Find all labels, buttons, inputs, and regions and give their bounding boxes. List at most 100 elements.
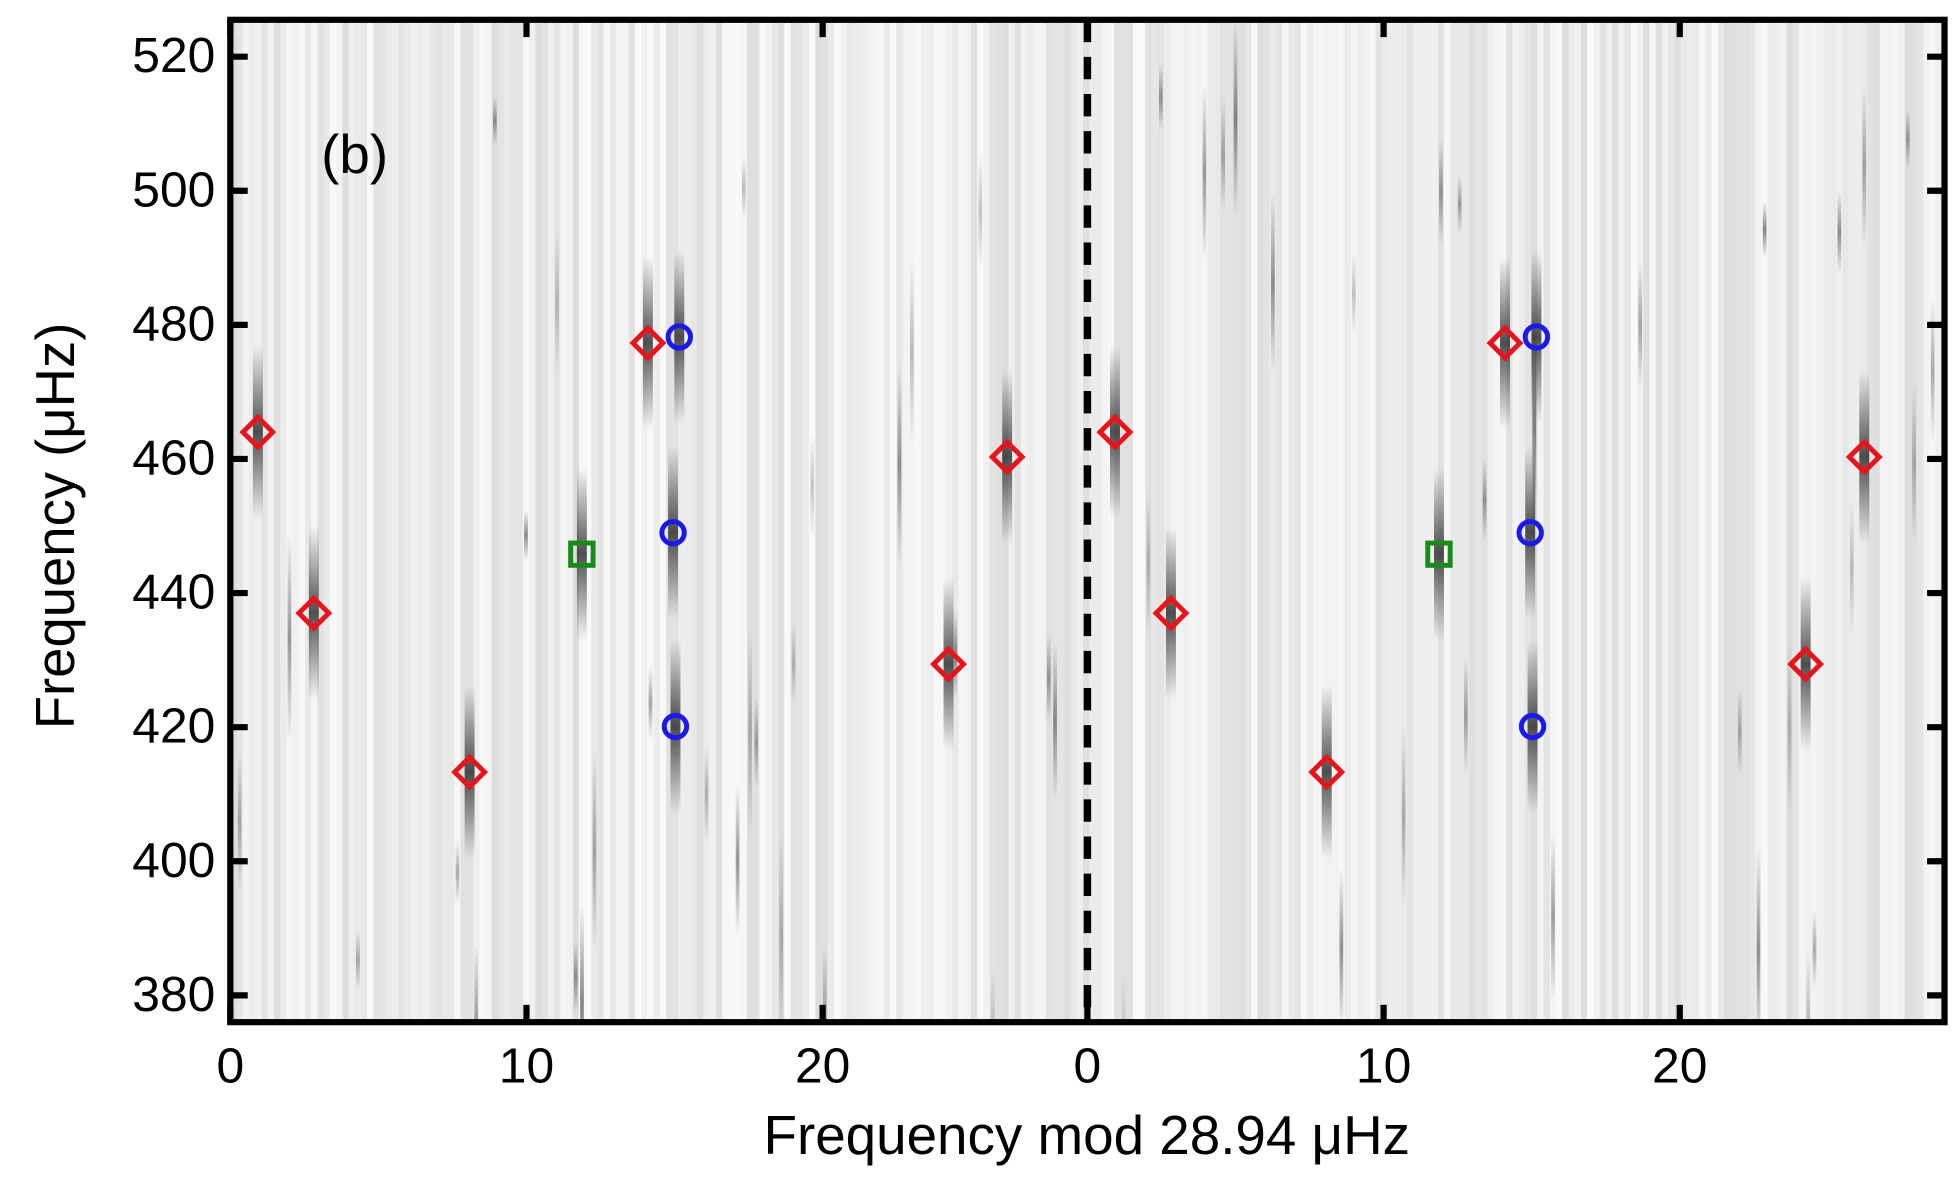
texture-stripe bbox=[1188, 19, 1196, 1023]
texture-streak bbox=[1351, 252, 1356, 336]
texture-stripe bbox=[1904, 19, 1911, 1023]
texture-stripe bbox=[1095, 19, 1102, 1023]
texture-streak bbox=[1812, 911, 1817, 989]
texture-stripe bbox=[1736, 19, 1743, 1023]
texture-stripe bbox=[1655, 19, 1662, 1023]
texture-stripe bbox=[585, 19, 592, 1023]
texture-stripe bbox=[958, 19, 965, 1023]
texture-stripe bbox=[1686, 19, 1694, 1023]
texture-streak bbox=[1109, 345, 1120, 519]
texture-stripe bbox=[1574, 19, 1582, 1023]
texture-stripe bbox=[311, 19, 318, 1023]
diamond-marker bbox=[239, 413, 277, 451]
texture-streak bbox=[1401, 724, 1406, 908]
texture-stripe bbox=[236, 19, 243, 1023]
texture-streak bbox=[1859, 370, 1870, 544]
texture-streak bbox=[237, 750, 242, 893]
texture-stripe bbox=[473, 19, 480, 1023]
texture-stripe bbox=[946, 19, 953, 1023]
texture-streak bbox=[1762, 201, 1767, 258]
texture-streak bbox=[1339, 867, 1344, 1023]
texture-stripe bbox=[1313, 19, 1320, 1023]
texture-stripe bbox=[722, 19, 729, 1023]
texture-stripe bbox=[1257, 19, 1264, 1023]
texture-streak bbox=[1806, 952, 1811, 1023]
texture-stripe bbox=[690, 19, 698, 1023]
texture-streak bbox=[1002, 370, 1013, 544]
texture-streak bbox=[648, 666, 653, 740]
texture-streak bbox=[1433, 467, 1444, 641]
texture-stripe bbox=[1244, 19, 1252, 1023]
texture-stripe bbox=[1220, 19, 1227, 1023]
circle-marker bbox=[1516, 519, 1544, 547]
x-tick-label: 10 bbox=[1356, 1037, 1411, 1093]
texture-stripe bbox=[765, 19, 772, 1023]
texture-stripe bbox=[572, 19, 579, 1023]
texture-stripe bbox=[753, 19, 760, 1023]
diamond-marker bbox=[1486, 324, 1524, 362]
texture-stripe bbox=[1369, 19, 1376, 1023]
texture-stripe bbox=[242, 19, 249, 1023]
texture-streak bbox=[524, 510, 528, 561]
texture-stripe bbox=[647, 19, 654, 1023]
texture-streak bbox=[748, 626, 752, 840]
texture-stripe bbox=[448, 19, 455, 1023]
texture-streak bbox=[1527, 639, 1538, 814]
texture-stripe bbox=[479, 19, 486, 1023]
texture-stripe bbox=[497, 19, 505, 1023]
texture-streak bbox=[287, 534, 292, 744]
texture-streak bbox=[1165, 526, 1176, 700]
texture-stripe bbox=[1892, 19, 1899, 1023]
texture-stripe bbox=[846, 19, 853, 1023]
texture-stripe bbox=[286, 19, 293, 1023]
texture-streak bbox=[464, 685, 475, 859]
texture-streak bbox=[576, 467, 587, 641]
texture-stripe bbox=[1705, 19, 1712, 1023]
texture-stripe bbox=[1238, 19, 1245, 1023]
texture-stripe bbox=[435, 19, 442, 1023]
texture-stripe bbox=[939, 19, 947, 1023]
texture-stripe bbox=[1773, 19, 1781, 1023]
texture-stripe bbox=[1680, 19, 1687, 1023]
texture-streak bbox=[356, 930, 360, 990]
texture-stripe bbox=[547, 19, 554, 1023]
texture-streak bbox=[943, 577, 954, 751]
texture-stripe bbox=[1873, 19, 1880, 1023]
texture-stripe bbox=[771, 19, 779, 1023]
circle-marker bbox=[659, 519, 687, 547]
background-texture bbox=[230, 19, 1945, 1023]
texture-stripe bbox=[1170, 19, 1177, 1023]
texture-streak bbox=[1202, 85, 1207, 261]
texture-stripe bbox=[535, 19, 542, 1023]
texture-stripe bbox=[1325, 19, 1333, 1023]
texture-streak bbox=[1439, 138, 1443, 246]
texture-stripe bbox=[317, 19, 324, 1023]
diamond-marker bbox=[629, 324, 667, 362]
texture-stripe bbox=[1263, 19, 1270, 1023]
texture-stripe bbox=[927, 19, 934, 1023]
texture-streak bbox=[474, 943, 479, 1023]
texture-stripe bbox=[1058, 19, 1065, 1023]
texture-stripe bbox=[1805, 19, 1812, 1023]
texture-stripe bbox=[709, 19, 716, 1023]
texture-streak bbox=[1159, 64, 1163, 130]
texture-stripe bbox=[1381, 19, 1389, 1023]
texture-stripe bbox=[1182, 19, 1189, 1023]
texture-stripe bbox=[1717, 19, 1725, 1023]
texture-stripe bbox=[1076, 19, 1084, 1023]
panel-annotation: (b) bbox=[321, 124, 388, 185]
texture-stripe bbox=[1419, 19, 1426, 1023]
texture-stripe bbox=[1450, 19, 1457, 1023]
texture-stripe bbox=[834, 19, 841, 1023]
texture-stripe bbox=[1935, 19, 1943, 1023]
texture-stripe bbox=[1157, 19, 1164, 1023]
texture-stripe bbox=[902, 19, 909, 1023]
texture-stripe bbox=[280, 19, 287, 1023]
texture-streak bbox=[1912, 381, 1916, 545]
texture-stripe bbox=[908, 19, 915, 1023]
texture-stripe bbox=[952, 19, 959, 1023]
texture-stripe bbox=[1400, 19, 1407, 1023]
texture-stripe bbox=[1070, 19, 1077, 1023]
texture-streak bbox=[1551, 833, 1555, 1002]
